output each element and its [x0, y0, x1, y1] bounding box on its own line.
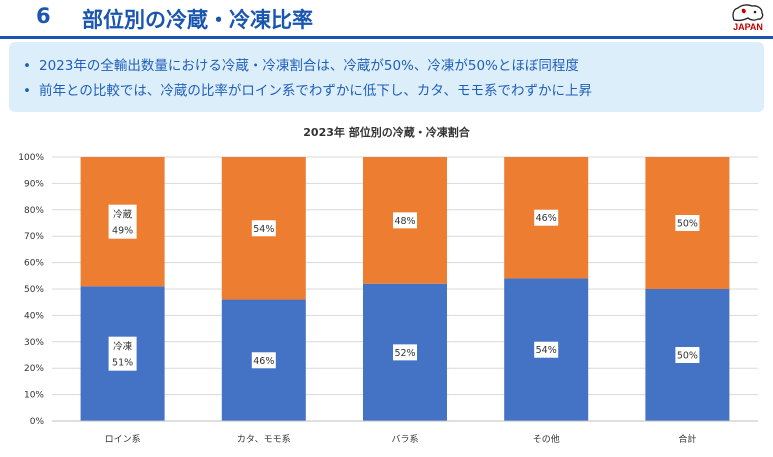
brand-logo: JAPAN — [728, 3, 768, 35]
data-label-box — [251, 220, 276, 237]
y-tick-label: 60% — [24, 259, 44, 269]
x-tick-label: その他 — [533, 433, 560, 445]
bullet: • — [23, 83, 31, 99]
chart-title: 2023年 部位別の冷蔵・冷凍割合 — [303, 126, 470, 139]
x-tick-label: ロイン系 — [105, 434, 141, 445]
data-label-box — [251, 352, 276, 369]
x-tick-label: バラ系 — [391, 434, 418, 445]
y-tick-label: 70% — [24, 232, 44, 242]
section-number: 6 — [36, 4, 51, 28]
data-label: 46% — [536, 213, 557, 224]
summary-box: • 2023年の全輸出数量における冷蔵・冷凍割合は、冷蔵が50%、冷凍が50%とほ… — [9, 42, 764, 112]
data-label-box — [393, 212, 417, 229]
summary-text: 前年との比較では、冷蔵の比率がロイン系でわずかに低下し、カタ、モモ系でわずかに上… — [39, 83, 592, 99]
logo-text: JAPAN — [733, 22, 763, 32]
data-label: 50% — [677, 351, 698, 362]
slide-header: 6 部位別の冷蔵・冷凍比率 JAPAN — [0, 0, 773, 36]
data-label-series: 冷凍 — [113, 341, 133, 353]
page-title: 部位別の冷蔵・冷凍比率 — [82, 8, 313, 32]
data-label: 51% — [112, 358, 133, 369]
y-tick-label: 90% — [24, 179, 44, 189]
y-tick-label: 40% — [24, 311, 44, 321]
data-label-box — [675, 215, 700, 231]
y-tick-label: 50% — [24, 285, 44, 295]
y-tick-label: 30% — [24, 338, 44, 348]
data-label: 52% — [394, 348, 415, 359]
cow-logo-icon — [732, 4, 764, 22]
data-label-box — [108, 204, 137, 239]
data-label: 54% — [536, 345, 557, 356]
data-label-box — [393, 344, 417, 361]
data-label: 50% — [677, 219, 698, 230]
data-label-box — [534, 341, 559, 358]
summary-text: 2023年の全輸出数量における冷蔵・冷凍割合は、冷蔵が50%、冷凍が50%とほぼ… — [39, 58, 579, 74]
x-tick-label: 合計 — [678, 433, 696, 445]
header-divider — [0, 36, 773, 39]
data-label-box — [534, 209, 559, 226]
y-tick-label: 80% — [24, 206, 44, 216]
y-tick-label: 100% — [18, 153, 44, 163]
x-tick-label: カタ、モモ系 — [237, 434, 291, 445]
data-label-box — [108, 336, 137, 371]
bullet: • — [23, 58, 31, 74]
data-label-series: 冷蔵 — [113, 209, 133, 221]
data-label: 46% — [253, 356, 274, 367]
data-label: 48% — [394, 216, 415, 227]
summary-item: • 前年との比較では、冷蔵の比率がロイン系でわずかに低下し、カタ、モモ系でわずかに… — [23, 79, 592, 99]
data-label: 49% — [112, 226, 133, 237]
y-tick-label: 10% — [24, 391, 44, 401]
data-label: 54% — [253, 224, 274, 235]
y-tick-label: 20% — [24, 364, 44, 374]
y-tick-label: 0% — [30, 417, 45, 427]
summary-item: • 2023年の全輸出数量における冷蔵・冷凍割合は、冷蔵が50%、冷凍が50%とほ… — [23, 54, 579, 74]
data-label-box — [675, 347, 700, 363]
